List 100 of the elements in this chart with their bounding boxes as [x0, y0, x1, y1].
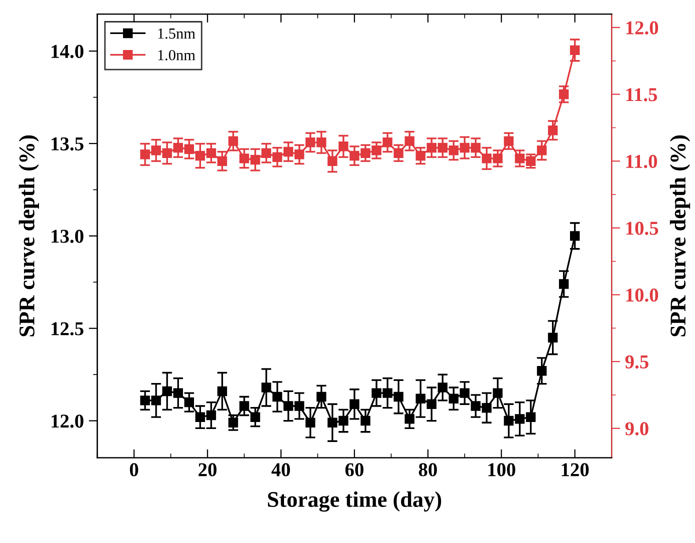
point: [350, 150, 360, 161]
point: [294, 150, 304, 160]
point: [228, 136, 238, 146]
point: [394, 148, 404, 158]
x-tick-label: 20: [198, 463, 216, 476]
point: [316, 392, 326, 402]
legend-label: 1.5nm: [158, 28, 196, 39]
point: [338, 142, 348, 152]
point: [382, 138, 392, 148]
point: [306, 138, 316, 148]
point: [162, 148, 172, 158]
point: [438, 142, 448, 153]
point: [283, 146, 294, 157]
point: [151, 146, 161, 156]
point: [272, 392, 282, 402]
y-axis-title: SPR curve depth (%): [18, 135, 39, 336]
point: [460, 388, 470, 398]
point: [492, 388, 503, 398]
point: [239, 154, 250, 164]
y2-tick-label: 10.5: [626, 222, 658, 235]
point: [217, 386, 228, 396]
point: [338, 416, 348, 426]
point: [448, 146, 458, 156]
x-tick-label: 120: [562, 463, 589, 476]
point: [272, 152, 282, 162]
point: [328, 156, 338, 166]
y-tick-label: 14.0: [52, 44, 84, 58]
point: [536, 366, 547, 376]
point: [261, 148, 272, 158]
point: [526, 156, 536, 166]
point: [173, 142, 183, 153]
x-axis-title: Storage time (day): [268, 491, 442, 512]
point: [328, 418, 338, 428]
point: [448, 394, 458, 404]
point: [426, 399, 436, 410]
point: [382, 388, 392, 398]
point: [140, 150, 150, 160]
point: [184, 144, 194, 154]
point: [360, 416, 370, 426]
point: [470, 401, 481, 411]
point: [195, 412, 206, 422]
y2-tick-label: 9.0: [625, 422, 648, 436]
point: [504, 136, 514, 146]
y2-tick-label: 12.0: [626, 21, 658, 35]
x-tick-label: 0: [130, 463, 138, 476]
point: [416, 150, 426, 161]
point: [228, 418, 238, 428]
y-tick-label: 13.0: [52, 230, 84, 243]
point: [570, 231, 580, 241]
point: [360, 148, 370, 158]
point: [514, 154, 525, 164]
y-tick-label: 12.0: [52, 414, 84, 428]
point: [162, 386, 172, 396]
y2-tick-label: 10.0: [626, 288, 658, 302]
x-tick-label: 80: [418, 463, 437, 476]
point: [404, 136, 414, 146]
point: [239, 401, 250, 411]
point: [482, 402, 492, 413]
point: [350, 399, 360, 410]
point: [372, 388, 382, 398]
x-tick-label: 40: [272, 463, 290, 476]
point: [184, 397, 194, 408]
point: [250, 154, 260, 165]
point: [394, 392, 404, 402]
point: [504, 416, 514, 426]
point: [195, 150, 206, 161]
point: [548, 332, 558, 342]
point: [470, 142, 481, 153]
point: [306, 418, 316, 428]
x-tick-label: 100: [488, 463, 516, 476]
point: [217, 156, 228, 166]
y2-tick-label: 11.0: [626, 154, 658, 168]
point: [558, 89, 569, 100]
y-tick-label: 12.5: [52, 322, 84, 336]
point: [570, 45, 580, 56]
point: [482, 154, 492, 164]
point: [283, 401, 294, 411]
point: [536, 146, 547, 156]
point: [548, 126, 558, 136]
point: [250, 412, 260, 422]
x-tick-label: 60: [345, 463, 364, 476]
point: [294, 401, 304, 411]
point: [514, 414, 525, 424]
point: [492, 154, 503, 164]
point: [558, 279, 569, 289]
point: [316, 138, 326, 148]
y2-axis-title: SPR curve depth (%): [670, 135, 690, 336]
y2-tick-label: 11.5: [626, 88, 658, 102]
y-tick-label: 13.5: [52, 137, 84, 151]
point: [438, 382, 448, 392]
point: [206, 410, 216, 420]
legend-label: 1.0nm: [158, 50, 196, 60]
point: [206, 148, 216, 158]
point: [416, 394, 426, 404]
point: [261, 382, 272, 392]
point: [404, 414, 414, 424]
point: [372, 146, 382, 156]
point: [460, 142, 470, 153]
y2-tick-label: 9.5: [625, 355, 648, 369]
point: [151, 396, 161, 406]
